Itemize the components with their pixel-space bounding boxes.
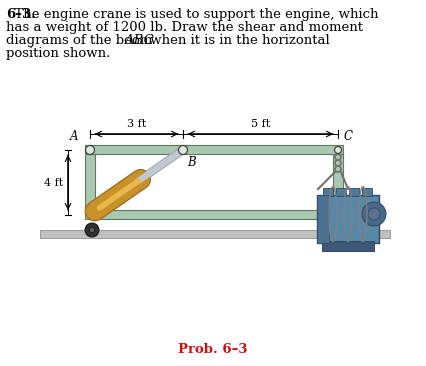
Bar (85, 145, 343, 154)
Text: 4 ft: 4 ft (44, 178, 63, 187)
Circle shape (334, 228, 339, 232)
Circle shape (85, 223, 99, 237)
Text: 6–3.: 6–3. (6, 8, 36, 21)
Bar (317, 195, 379, 243)
Text: C: C (344, 130, 353, 143)
Bar (85, 154, 95, 210)
Text: 3 ft: 3 ft (127, 119, 146, 129)
Text: ABC: ABC (124, 34, 154, 47)
Text: B: B (187, 156, 196, 169)
Bar (336, 188, 346, 196)
Circle shape (334, 146, 342, 153)
Bar (349, 188, 359, 196)
Text: diagrams of the boom: diagrams of the boom (6, 34, 157, 47)
Bar (40, 230, 390, 238)
Bar (323, 188, 333, 196)
Bar (317, 195, 329, 243)
Bar (322, 241, 374, 251)
Bar (333, 154, 343, 210)
Circle shape (89, 228, 95, 232)
Circle shape (86, 146, 95, 154)
Circle shape (368, 208, 380, 220)
Bar (85, 210, 343, 219)
Text: 5 ft: 5 ft (251, 119, 270, 129)
Circle shape (178, 146, 187, 154)
Text: A: A (69, 130, 78, 143)
Text: when it is in the horizontal: when it is in the horizontal (146, 34, 330, 47)
Text: The engine crane is used to support the engine, which: The engine crane is used to support the … (6, 8, 378, 21)
Circle shape (362, 202, 386, 226)
Circle shape (329, 223, 343, 237)
Text: Prob. 6–3: Prob. 6–3 (178, 343, 248, 356)
Text: has a weight of 1200 lb. Draw the shear and moment: has a weight of 1200 lb. Draw the shear … (6, 21, 363, 34)
Text: position shown.: position shown. (6, 47, 110, 60)
Bar (362, 188, 372, 196)
